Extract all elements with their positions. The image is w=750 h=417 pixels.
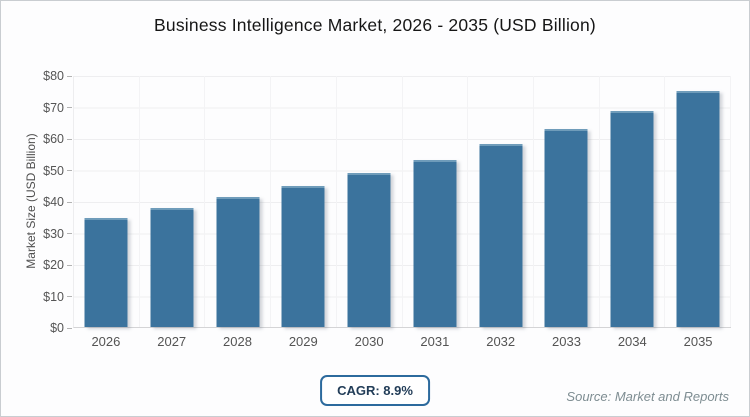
y-tick-label: $40 bbox=[43, 195, 64, 209]
y-tick-label: $0 bbox=[50, 321, 64, 335]
x-tick-label: 2034 bbox=[617, 334, 647, 349]
y-tick: $50 bbox=[43, 164, 72, 178]
bar-2034 bbox=[610, 111, 654, 327]
y-tick: $40 bbox=[43, 195, 72, 209]
y-tick-label: $60 bbox=[43, 132, 64, 146]
y-tick-mark bbox=[67, 233, 72, 234]
x-tick-label: 2026 bbox=[91, 334, 121, 349]
y-tick-mark bbox=[67, 107, 72, 108]
y-tick: $0 bbox=[50, 321, 72, 335]
x-tick-label: 2029 bbox=[288, 334, 318, 349]
chart-title: Business Intelligence Market, 2026 - 203… bbox=[154, 15, 596, 35]
bar-2028 bbox=[216, 197, 260, 327]
cagr-label: CAGR: 8.9% bbox=[337, 383, 413, 398]
cagr-badge: CAGR: 8.9% bbox=[320, 375, 430, 406]
y-tick-label: $50 bbox=[43, 163, 64, 178]
y-tick-label: $20 bbox=[43, 258, 64, 272]
y-tick-label: $70 bbox=[43, 100, 64, 115]
plot-column bbox=[600, 76, 666, 327]
plot-column bbox=[74, 76, 140, 327]
y-tick-mark bbox=[67, 264, 72, 266]
y-tick: $70 bbox=[43, 101, 72, 115]
y-tick: $30 bbox=[43, 227, 72, 241]
y-tick-label: $30 bbox=[43, 226, 64, 241]
plot-column bbox=[337, 76, 403, 327]
y-tick-mark bbox=[67, 75, 72, 77]
x-axis: 2026 2027 2028 2029 2030 2031 2032 2033 2034 2035 bbox=[73, 334, 731, 349]
bar-2029 bbox=[281, 186, 325, 327]
x-tick-label: 2028 bbox=[223, 334, 252, 349]
y-tick-mark bbox=[67, 138, 72, 140]
plot-area bbox=[73, 76, 732, 328]
y-tick-mark bbox=[67, 170, 72, 171]
bar-2035 bbox=[676, 91, 720, 327]
plot-column bbox=[205, 76, 272, 327]
x-tick-label: 2033 bbox=[552, 334, 581, 349]
source-text: Source: Market and Reports bbox=[566, 389, 729, 404]
y-tick-mark bbox=[67, 327, 72, 329]
x-tick-label: 2030 bbox=[354, 334, 384, 349]
plot-column bbox=[534, 76, 600, 327]
bar-2027 bbox=[150, 208, 194, 327]
y-tick: $60 bbox=[43, 132, 72, 146]
y-tick-label: $80 bbox=[43, 69, 64, 83]
x-tick-label: 2035 bbox=[683, 334, 713, 349]
y-tick: $20 bbox=[43, 258, 72, 272]
x-tick-label: 2031 bbox=[420, 334, 450, 349]
x-tick-label: 2032 bbox=[486, 334, 516, 349]
plot-column bbox=[665, 76, 732, 327]
y-tick-label: $10 bbox=[43, 289, 64, 304]
y-tick: $80 bbox=[43, 69, 72, 83]
x-tick-label: 2027 bbox=[157, 334, 187, 349]
plot-column bbox=[271, 76, 337, 327]
bar-2033 bbox=[544, 129, 588, 327]
y-axis: $0 $10 $20 $30 $40 $50 $60 $70 $80 bbox=[1, 69, 72, 335]
plot-column bbox=[140, 76, 206, 327]
bar-2032 bbox=[479, 144, 523, 327]
plot-column bbox=[468, 76, 534, 327]
plot-column bbox=[403, 76, 469, 327]
y-tick: $10 bbox=[43, 290, 72, 304]
bar-2026 bbox=[84, 218, 128, 327]
y-tick-mark bbox=[67, 296, 72, 297]
y-tick-mark bbox=[67, 201, 72, 203]
bar-2031 bbox=[413, 160, 457, 327]
bar-2030 bbox=[347, 173, 391, 327]
